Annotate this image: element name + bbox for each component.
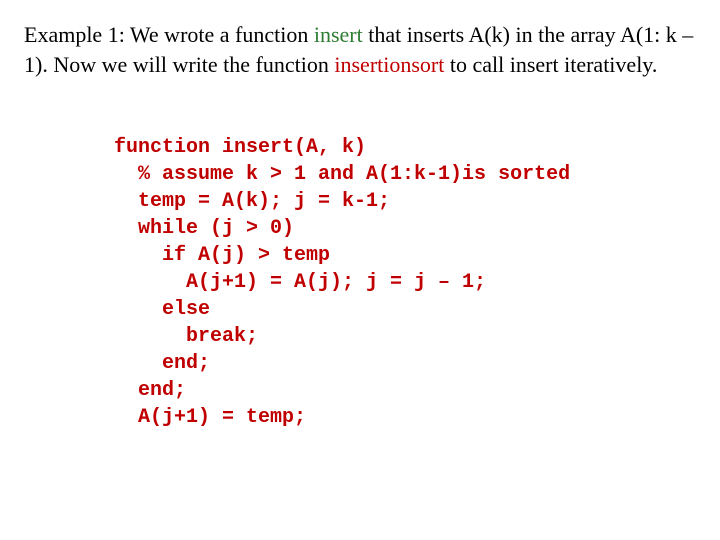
code-line: temp = A(k); j = k-1; bbox=[114, 190, 390, 213]
code-line: end; bbox=[114, 379, 186, 402]
code-block: function insert(A, k) % assume k > 1 and… bbox=[114, 107, 696, 431]
keyword-insert: insert bbox=[314, 22, 363, 47]
code-line: A(j+1) = temp; bbox=[114, 406, 306, 429]
intro-text-1: Example 1: We wrote a function bbox=[24, 22, 314, 47]
code-line: while (j > 0) bbox=[114, 217, 294, 240]
intro-text-3: to call insert iteratively. bbox=[444, 52, 657, 77]
intro-paragraph: Example 1: We wrote a function insert th… bbox=[24, 20, 696, 79]
code-line: % assume k > 1 and A(1:k-1)is sorted bbox=[114, 163, 570, 186]
code-line: A(j+1) = A(j); j = j – 1; bbox=[114, 271, 486, 294]
code-line: end; bbox=[114, 352, 210, 375]
code-line: else bbox=[114, 298, 210, 321]
keyword-insertionsort: insertionsort bbox=[334, 52, 444, 77]
code-line: function insert(A, k) bbox=[114, 136, 366, 159]
code-line: if A(j) > temp bbox=[114, 244, 330, 267]
code-line: break; bbox=[114, 325, 258, 348]
